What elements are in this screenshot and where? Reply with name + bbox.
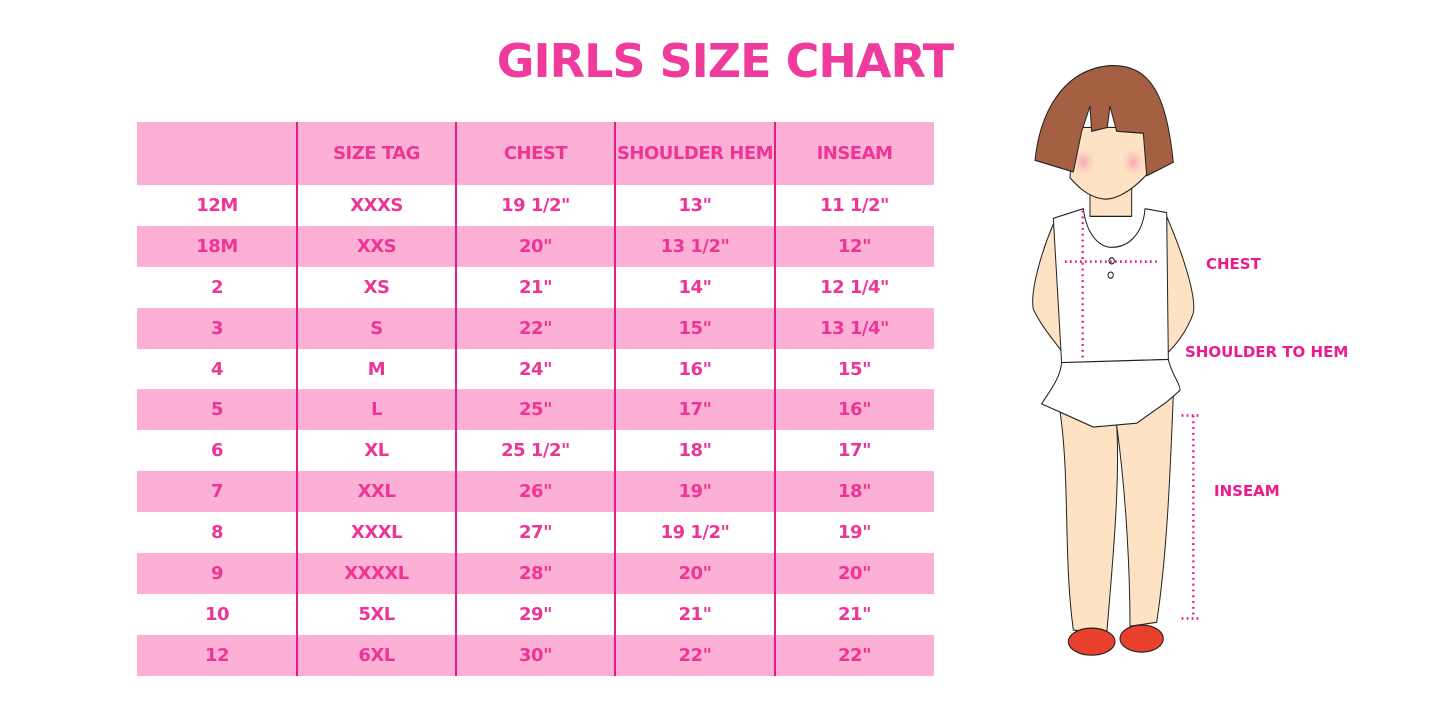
table-row: 9 XXXXL 28" 20" 20"	[137, 553, 934, 594]
face	[1069, 126, 1148, 200]
table-cell: XS	[363, 276, 390, 298]
size-table: SIZE TAG CHEST SHOULDER HEM INSEAM 12M XX…	[137, 122, 934, 676]
table-cell: 4	[210, 358, 224, 380]
table-cell: 11 1/2"	[820, 194, 889, 216]
table-cell: 21"	[519, 276, 552, 298]
table-row: 6 XL 25 1/2" 18" 17"	[137, 430, 934, 471]
table-cell: 16"	[678, 358, 712, 380]
chest-label: CHEST	[1206, 255, 1261, 273]
table-cell: 3	[210, 317, 224, 339]
table-cell: 20"	[838, 562, 871, 584]
table-cell: 15"	[678, 317, 712, 339]
table-row: 12M XXXS 19 1/2" 13" 11 1/2"	[137, 185, 934, 226]
column-divider	[774, 122, 776, 676]
table-row: 8 XXXL 27" 19 1/2" 19"	[137, 512, 934, 553]
table-cell: 30"	[519, 644, 552, 666]
header-cell: CHEST	[503, 143, 568, 164]
table-cell: 10	[204, 603, 230, 625]
hair	[1034, 65, 1174, 177]
table-cell: 22"	[838, 644, 871, 666]
table-cell: XL	[364, 440, 389, 462]
table-cell: 7	[210, 481, 224, 503]
table-cell: 25"	[519, 399, 552, 421]
table-cell: 22"	[678, 644, 712, 666]
shirt	[1052, 208, 1169, 364]
table-cell: 17"	[838, 440, 871, 462]
table-cell: 13 1/4"	[820, 317, 889, 339]
table-cell: 13 1/2"	[660, 235, 730, 257]
table-cell: 6XL	[358, 644, 395, 666]
table-cell: 9	[210, 562, 224, 584]
table-cell: 29"	[519, 603, 552, 625]
table-cell: M	[367, 358, 386, 380]
table-cell: 12 1/4"	[820, 276, 889, 298]
table-cell: 26"	[519, 481, 552, 503]
girl-measurement-illustration	[1032, 65, 1202, 656]
left-shoe	[1067, 627, 1116, 656]
table-cell: XXS	[356, 235, 397, 257]
table-cell: XXXXL	[344, 562, 409, 584]
table-cell: 21"	[838, 603, 871, 625]
table-cell: 27"	[519, 522, 552, 544]
table-cell: 21"	[678, 603, 712, 625]
table-cell: 18M	[196, 235, 238, 257]
header-cell: INSEAM	[816, 143, 893, 164]
table-cell: 17"	[678, 399, 712, 421]
table-cell: 13"	[678, 194, 712, 216]
table-cell: 28"	[519, 562, 552, 584]
table-cell: 19 1/2"	[660, 522, 730, 544]
table-cell: 19"	[838, 522, 871, 544]
table-row: 12 6XL 30" 22" 22"	[137, 634, 934, 676]
table-row: 5 L 25" 17" 16"	[137, 389, 934, 431]
shoulder-to-hem-label: SHOULDER TO HEM	[1185, 343, 1349, 361]
table-cell: XXXS	[350, 194, 403, 216]
right-shoe	[1119, 624, 1164, 653]
table-row: 10 5XL 29" 21" 21"	[137, 594, 934, 635]
table-cell: 25 1/2"	[501, 440, 570, 462]
table-cell: 6	[210, 440, 224, 462]
table-cell: 5	[210, 399, 224, 421]
table-cell: 12M	[196, 194, 238, 216]
header-cell: SHOULDER HEM	[616, 143, 774, 164]
table-cell: S	[370, 317, 383, 339]
skirt	[1041, 358, 1181, 428]
table-row: 2 XS 21" 14" 12 1/4"	[137, 267, 934, 308]
table-cell: 24"	[519, 358, 552, 380]
table-cell: L	[371, 399, 382, 421]
table-cell: 12"	[838, 235, 871, 257]
column-divider	[296, 122, 298, 676]
table-cell: 18"	[838, 481, 871, 503]
table-header-row: SIZE TAG CHEST SHOULDER HEM INSEAM	[137, 122, 934, 185]
table-cell: 14"	[678, 276, 712, 298]
inseam-label: INSEAM	[1214, 482, 1280, 500]
table-cell: 22"	[519, 317, 552, 339]
table-cell: 2	[210, 276, 224, 298]
table-cell: 12	[204, 644, 230, 666]
table-cell: 20"	[519, 235, 552, 257]
table-cell: XXXL	[350, 522, 403, 544]
table-cell: 15"	[838, 358, 871, 380]
header-cell: SIZE TAG	[333, 143, 420, 164]
table-row: 4 M 24" 16" 15"	[137, 349, 934, 390]
table-cell: 18"	[678, 440, 712, 462]
left-leg	[1059, 411, 1119, 635]
right-leg	[1116, 393, 1174, 627]
column-divider	[614, 122, 616, 676]
table-row: 3 S 22" 15" 13 1/4"	[137, 307, 934, 349]
table-row: 18M XXS 20" 13 1/2" 12"	[137, 225, 934, 267]
table-row: 7 XXL 26" 19" 18"	[137, 471, 934, 513]
column-divider	[455, 122, 457, 676]
table-cell: 16"	[838, 399, 871, 421]
table-cell: 19 1/2"	[501, 194, 570, 216]
table-cell: 8	[210, 522, 224, 544]
table-cell: 5XL	[358, 603, 395, 625]
table-cell: XXL	[357, 481, 396, 503]
page-title: GIRLS SIZE CHART	[496, 34, 954, 88]
table-cell: 20"	[678, 562, 712, 584]
table-cell: 19"	[678, 481, 712, 503]
right-arm	[1166, 215, 1195, 355]
